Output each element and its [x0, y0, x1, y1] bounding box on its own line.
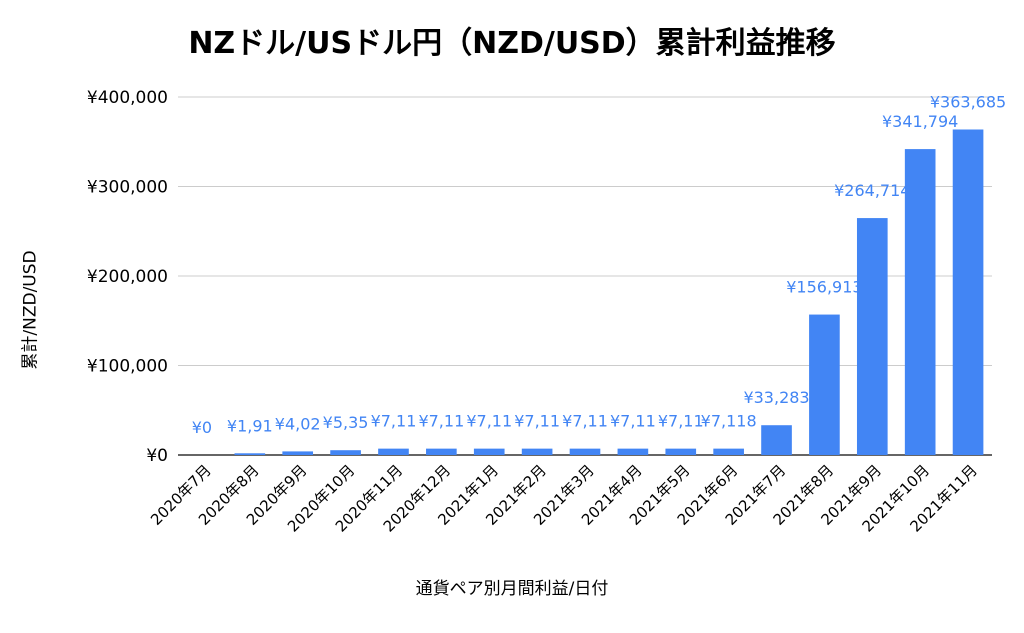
bar [521, 448, 553, 455]
bar [904, 149, 936, 456]
y-tick-label: ¥200,000 [87, 267, 168, 287]
data-label: ¥341,794 [882, 112, 958, 131]
bar [569, 448, 601, 455]
bar [761, 425, 792, 455]
data-label: ¥0 [192, 418, 212, 437]
bar [234, 453, 266, 455]
data-label: ¥7,11 [466, 412, 512, 431]
x-axis-label: 通貨ペア別月間利益/日付 [415, 579, 609, 599]
bar [378, 448, 409, 455]
bar [426, 448, 457, 455]
data-label: ¥264,714 [834, 181, 910, 200]
bar [665, 448, 697, 455]
data-label: ¥363,685 [930, 93, 1006, 112]
y-tick-label: ¥400,000 [87, 88, 168, 108]
data-label: ¥4,02 [275, 414, 321, 433]
data-label: ¥5,35 [323, 413, 369, 432]
data-label: ¥7,11 [418, 412, 464, 431]
bar [856, 218, 888, 455]
bar [330, 450, 361, 455]
y-tick-label: ¥300,000 [87, 178, 168, 198]
bar [952, 129, 984, 455]
bar [473, 448, 505, 455]
bar [809, 314, 840, 455]
y-tick-label: ¥100,000 [87, 357, 168, 377]
data-label: ¥7,11 [371, 412, 417, 431]
data-label: ¥33,283 [743, 388, 809, 407]
data-label: ¥7,11 [514, 412, 560, 431]
data-label: ¥1,91 [227, 416, 273, 435]
data-label: ¥7,11 [610, 412, 656, 431]
data-label: ¥7,11 [562, 412, 608, 431]
data-label: ¥7,118 [701, 412, 757, 431]
bar [282, 451, 314, 455]
bar [713, 448, 744, 455]
chart-title: NZドル/USドル円（NZD/USD）累計利益推移 [188, 26, 836, 61]
data-label: ¥7,11 [658, 412, 704, 431]
y-tick-label: ¥0 [146, 446, 168, 466]
bar [617, 448, 649, 455]
data-label: ¥156,913 [786, 278, 862, 297]
